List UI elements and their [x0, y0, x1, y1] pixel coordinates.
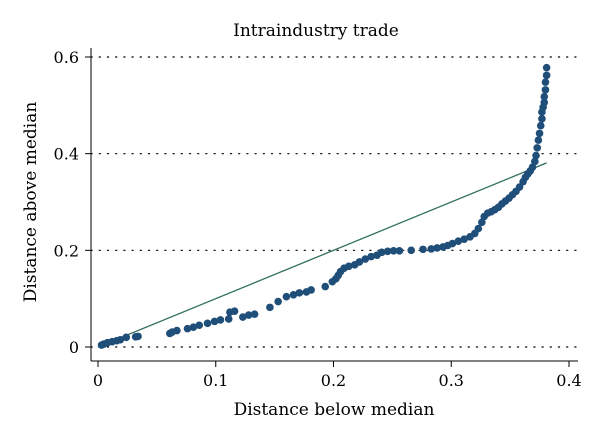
chart-title: Intraindustry trade — [233, 21, 399, 41]
data-point — [195, 321, 204, 330]
data-point — [478, 218, 486, 227]
data-point — [289, 291, 298, 299]
data-point — [541, 78, 550, 86]
data-point — [542, 63, 551, 72]
x-tick-label: 0.2 — [321, 371, 346, 390]
reference-line-layer — [97, 162, 547, 348]
data-point — [395, 247, 404, 255]
data-point — [203, 319, 212, 328]
data-point — [532, 151, 540, 160]
data-point — [216, 316, 225, 324]
y-tick-label: 0.6 — [54, 48, 79, 67]
data-point — [534, 136, 543, 144]
data-point — [321, 282, 330, 291]
data-point — [460, 235, 469, 244]
data-point — [134, 332, 142, 341]
data-point — [433, 244, 441, 252]
data-point — [122, 333, 131, 342]
points-layer — [97, 63, 551, 349]
y-tick-label: 0.2 — [54, 241, 79, 260]
data-point — [407, 246, 416, 255]
data-point — [189, 323, 198, 331]
x-tick-label: 0.4 — [556, 371, 581, 390]
data-point — [448, 239, 457, 248]
data-point — [531, 157, 539, 166]
data-point — [536, 121, 545, 130]
data-point — [533, 144, 542, 152]
data-point — [389, 247, 398, 255]
data-point — [542, 71, 551, 80]
data-point — [307, 286, 315, 294]
data-point — [210, 317, 219, 326]
data-point — [528, 163, 537, 171]
x-ticks: 0 0.1 0.2 0.3 0.4 — [93, 361, 582, 390]
y-axis-title: Distance above median — [21, 102, 41, 303]
data-point — [295, 289, 304, 297]
x-axis-title: Distance below median — [234, 400, 435, 420]
data-point — [454, 237, 463, 245]
data-point — [474, 224, 483, 233]
data-point — [427, 245, 436, 253]
data-point — [538, 115, 546, 123]
data-point — [173, 326, 181, 335]
data-point — [239, 313, 247, 321]
data-point — [535, 129, 544, 138]
data-point — [540, 98, 549, 107]
x-tick-label: 0 — [93, 371, 103, 390]
data-point — [377, 248, 386, 257]
data-point — [183, 324, 192, 333]
data-point — [266, 303, 274, 312]
data-point — [230, 307, 239, 316]
x-tick-label: 0.3 — [439, 371, 464, 390]
data-point — [244, 311, 253, 319]
data-point — [282, 292, 291, 301]
y-tick-label: 0.4 — [54, 145, 79, 164]
data-point — [361, 255, 370, 263]
data-point — [116, 335, 125, 344]
data-point — [250, 310, 259, 318]
data-point — [541, 86, 550, 94]
data-point — [419, 245, 427, 254]
y-tick-label: 0 — [69, 338, 79, 357]
data-point — [345, 262, 353, 271]
reference-line — [97, 162, 547, 348]
data-point — [367, 252, 375, 261]
data-point — [383, 247, 392, 256]
data-point — [224, 315, 233, 323]
x-tick-label: 0.1 — [203, 371, 228, 390]
y-ticks: 0 0.2 0.4 0.6 — [54, 48, 91, 357]
data-point — [540, 92, 549, 101]
data-point — [355, 258, 364, 266]
data-point — [274, 297, 282, 306]
